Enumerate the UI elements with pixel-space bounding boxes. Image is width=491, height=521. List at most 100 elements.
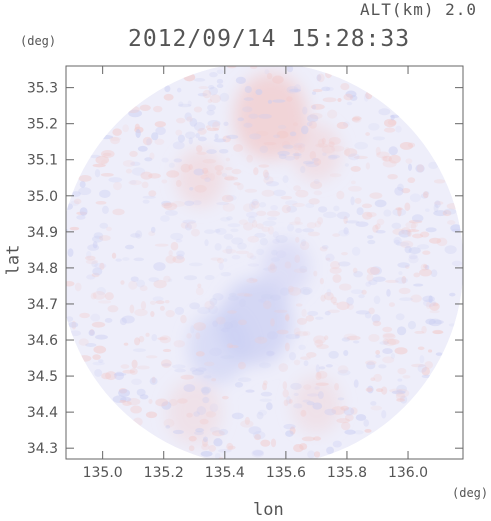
echo-speckle xyxy=(270,294,281,301)
echo-speckle xyxy=(306,352,317,358)
echo-speckle xyxy=(248,277,254,282)
echo-speckle xyxy=(168,162,175,168)
echo-speckle xyxy=(90,313,101,322)
echo-speckle xyxy=(163,202,178,211)
echo-speckle xyxy=(382,159,397,168)
echo-speckle xyxy=(275,235,288,244)
echo-speckle xyxy=(366,361,376,370)
echo-speckle xyxy=(326,288,332,297)
echo-speckle xyxy=(131,167,146,176)
echo-speckle xyxy=(130,233,141,238)
echo-speckle xyxy=(247,215,256,224)
echo-speckle xyxy=(244,85,252,94)
echo-speckle xyxy=(189,302,201,310)
echo-speckle xyxy=(312,436,321,441)
y-tick-label: 34.9 xyxy=(27,225,58,241)
echo-speckle xyxy=(370,401,377,406)
echo-speckle xyxy=(346,303,354,310)
echo-speckle xyxy=(101,150,115,158)
echo-speckle xyxy=(420,193,429,199)
x-axis-label: lon xyxy=(253,500,284,520)
echo-speckle xyxy=(443,208,457,215)
echo-speckle xyxy=(211,378,217,382)
echo-speckle xyxy=(133,257,145,262)
echo-speckle xyxy=(238,298,246,308)
echo-speckle xyxy=(301,308,307,317)
echo-speckle xyxy=(209,72,218,78)
echo-speckle xyxy=(280,287,290,296)
echo-speckle xyxy=(381,409,387,419)
echo-speckle xyxy=(285,333,300,340)
echo-speckle xyxy=(108,136,122,141)
echo-speckle xyxy=(137,145,148,152)
echo-speckle xyxy=(399,395,408,404)
echo-speckle xyxy=(66,66,463,459)
echo-speckle xyxy=(129,179,137,185)
echo-speckle xyxy=(408,255,419,264)
echo-speckle xyxy=(363,419,370,427)
y-tick-label: 35.2 xyxy=(27,117,58,133)
echo-speckle xyxy=(243,122,253,128)
echo-speckle xyxy=(267,99,273,104)
echo-speckle xyxy=(293,122,298,127)
echo-speckle xyxy=(446,220,456,225)
echo-speckle xyxy=(140,171,153,180)
echo-speckle xyxy=(289,131,297,137)
echo-speckle xyxy=(331,145,345,152)
echo-speckle xyxy=(334,382,340,391)
echo-speckle xyxy=(288,399,293,404)
echo-speckle xyxy=(202,158,217,164)
echo-speckle xyxy=(262,300,272,310)
y-tick-label: 34.8 xyxy=(27,261,58,277)
altitude-label: ALT(km) 2.0 xyxy=(360,0,477,19)
echo-speckle xyxy=(290,382,302,390)
echo-speckle xyxy=(139,394,149,400)
echo-speckle xyxy=(216,69,224,75)
echo-speckle xyxy=(208,84,215,90)
echo-speckle xyxy=(267,264,277,273)
echo-speckle xyxy=(293,185,301,192)
echo-speckle xyxy=(104,292,114,301)
echo-speckle xyxy=(216,257,225,264)
echo-speckle xyxy=(150,311,155,318)
echo-speckle xyxy=(287,285,294,293)
echo-speckle xyxy=(350,196,355,206)
echo-speckle xyxy=(183,384,196,393)
echo-speckle xyxy=(295,303,303,307)
echo-speckle xyxy=(293,392,299,396)
echo-speckle xyxy=(244,416,250,425)
echo-speckle xyxy=(204,361,215,367)
echo-speckle xyxy=(122,160,136,167)
echo-speckle xyxy=(92,163,106,168)
echo-speckle xyxy=(202,167,209,174)
echo-speckle xyxy=(310,181,323,190)
echo-speckle xyxy=(214,133,219,140)
echo-speckle xyxy=(324,408,337,416)
echo-speckle xyxy=(369,192,383,199)
echo-speckle xyxy=(99,235,111,241)
echo-speckle xyxy=(107,305,119,313)
echo-speckle xyxy=(264,69,270,75)
echo-speckle xyxy=(155,398,169,407)
echo-speckle xyxy=(315,371,322,381)
echo-speckle xyxy=(435,352,443,356)
y-tick-label: 34.4 xyxy=(27,405,58,421)
echo-speckle xyxy=(395,241,410,247)
echo-speckle xyxy=(293,144,303,151)
echo-speckle xyxy=(150,226,156,234)
echo-speckle xyxy=(206,127,220,132)
echo-speckle xyxy=(269,262,276,271)
echo-speckle xyxy=(404,265,410,269)
echo-speckle xyxy=(129,368,138,375)
echo-speckle xyxy=(214,452,221,459)
echo-speckle xyxy=(301,125,309,135)
echo-speckle xyxy=(306,121,313,127)
echo-speckle xyxy=(100,172,114,177)
echo-speckle xyxy=(218,457,224,459)
echo-speckle xyxy=(90,292,97,300)
echo-speckle xyxy=(132,417,143,427)
echo-speckle xyxy=(201,443,210,451)
axis-ticks: 135.0 135.2 135.4 135.6 135.8 136.0 34.3 34.4 34… xyxy=(27,66,463,481)
x-tick-label: 135.2 xyxy=(144,465,184,481)
positive-echo-region xyxy=(233,73,308,160)
